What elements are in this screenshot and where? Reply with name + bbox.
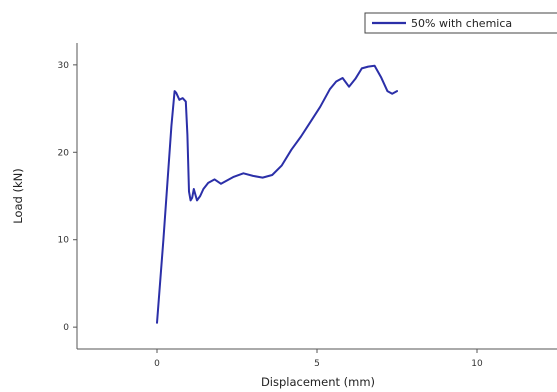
series-layer [156, 64, 398, 324]
x-ticks: 0 5 10 [154, 349, 483, 369]
y-tick-label: 10 [58, 236, 70, 246]
y-tick-label: 20 [58, 148, 70, 158]
legend-label: 50% with chemica [411, 17, 512, 30]
y-tick-label: 30 [58, 61, 70, 71]
x-tick-label: 5 [314, 359, 320, 369]
x-axis-title: Displacement (mm) [261, 375, 375, 389]
x-tick-label: 0 [154, 359, 160, 369]
y-axis-title: Load (kN) [11, 168, 25, 223]
legend-box [364, 12, 557, 34]
series-line [156, 64, 398, 324]
y-tick-label: 0 [63, 323, 69, 333]
y-ticks: 0 10 20 30 [58, 61, 77, 333]
legend: 50% with chemica [364, 12, 557, 34]
x-tick-label: 10 [471, 359, 483, 369]
